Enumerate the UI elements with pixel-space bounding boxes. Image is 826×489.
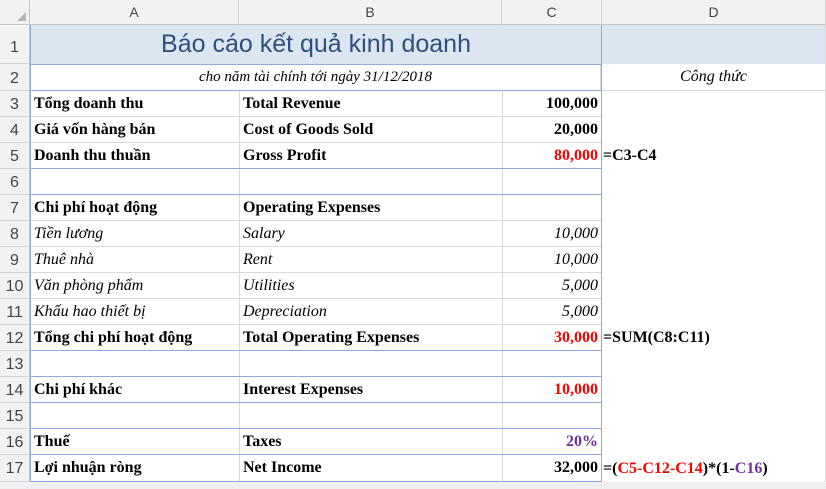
cell-c11[interactable]: 5,000 xyxy=(503,299,602,325)
table-border-row xyxy=(30,90,602,91)
table-border-row xyxy=(30,402,602,403)
formula-part: )*(1- xyxy=(702,459,735,477)
formula-part: ) xyxy=(762,459,768,477)
cell-b14[interactable]: Interest Expenses xyxy=(240,377,503,403)
cell-a6[interactable] xyxy=(31,169,240,195)
row-header-6[interactable]: 6 xyxy=(0,169,30,195)
row-header-17[interactable]: 17 xyxy=(0,455,30,482)
cell-b10[interactable]: Utilities xyxy=(240,273,503,299)
horizontal-scrollbar[interactable] xyxy=(0,482,826,489)
table-border-row xyxy=(30,194,602,195)
cell-a17[interactable]: Lợi nhuận ròng xyxy=(31,455,240,482)
cell-c16[interactable]: 20% xyxy=(503,429,602,455)
row-header-13[interactable]: 13 xyxy=(0,351,30,377)
formula-d12[interactable]: =SUM(C8:C11) xyxy=(603,329,710,346)
cell-b4[interactable]: Cost of Goods Sold xyxy=(240,117,503,143)
cell-c9[interactable]: 10,000 xyxy=(503,247,602,273)
cell-b16[interactable]: Taxes xyxy=(240,429,503,455)
row-header-14[interactable]: 14 xyxy=(0,377,30,403)
cell-c13[interactable] xyxy=(503,351,602,377)
table-border-left xyxy=(30,25,31,482)
column-header-d[interactable]: D xyxy=(602,0,826,25)
column-header-b[interactable]: B xyxy=(239,0,502,25)
column-header-c[interactable]: C xyxy=(502,0,602,25)
formula-d5[interactable]: =C3-C4 xyxy=(603,147,657,164)
row-header-8[interactable]: 8 xyxy=(0,221,30,247)
row-header-7[interactable]: 7 xyxy=(0,195,30,221)
table-border-row xyxy=(30,64,602,65)
row-header-1[interactable]: 1 xyxy=(0,25,30,64)
table-border-row xyxy=(30,168,602,169)
cell-a14[interactable]: Chi phí khác xyxy=(31,377,240,403)
table-border-row xyxy=(30,376,602,377)
cell-c17[interactable]: 32,000 xyxy=(503,455,602,482)
table-border-bottom xyxy=(30,481,602,482)
cell-c5[interactable]: 80,000 xyxy=(503,143,602,169)
cell-a11[interactable]: Khấu hao thiết bị xyxy=(31,299,240,325)
cell-b6[interactable] xyxy=(240,169,503,195)
formula-header-cell[interactable]: Công thức xyxy=(602,64,826,91)
cell-b12[interactable]: Total Operating Expenses xyxy=(240,325,503,351)
formula-d17[interactable]: =(C5-C12-C14)*(1- C16) xyxy=(603,455,768,482)
formula-ref-purple: C16 xyxy=(734,459,763,477)
cell-b8[interactable]: Salary xyxy=(240,221,503,247)
table-border-right xyxy=(601,25,602,482)
table-border-row xyxy=(30,428,602,429)
cell-c7[interactable] xyxy=(503,195,602,221)
formula-part: =( xyxy=(603,459,618,477)
cell-b9[interactable]: Rent xyxy=(240,247,503,273)
cell-b17[interactable]: Net Income xyxy=(240,455,503,482)
cell-c10[interactable]: 5,000 xyxy=(503,273,602,299)
cell-a5[interactable]: Doanh thu thuần xyxy=(31,143,240,169)
cell-c3[interactable]: 100,000 xyxy=(503,91,602,117)
cell-b3[interactable]: Total Revenue xyxy=(240,91,503,117)
row-header-15[interactable]: 15 xyxy=(0,403,30,429)
cell-b15[interactable] xyxy=(240,403,503,429)
cell-a7[interactable]: Chi phí hoạt động xyxy=(31,195,240,221)
cell-b13[interactable] xyxy=(240,351,503,377)
formula-ref-red: C5-C12-C14 xyxy=(617,459,703,477)
row-header-16[interactable]: 16 xyxy=(0,429,30,455)
cell-c12[interactable]: 30,000 xyxy=(503,325,602,351)
row-header-4[interactable]: 4 xyxy=(0,117,30,143)
cell-c14[interactable]: 10,000 xyxy=(503,377,602,403)
cell-c8[interactable]: 10,000 xyxy=(503,221,602,247)
cell-c6[interactable] xyxy=(503,169,602,195)
row-header-11[interactable]: 11 xyxy=(0,299,30,325)
cell-b5[interactable]: Gross Profit xyxy=(240,143,503,169)
cell-a13[interactable] xyxy=(31,351,240,377)
cell-a15[interactable] xyxy=(31,403,240,429)
subtitle-cell[interactable]: cho năm tài chính tới ngày 31/12/2018 xyxy=(31,64,601,91)
table-border-row xyxy=(30,454,602,455)
cell-a9[interactable]: Thuê nhà xyxy=(31,247,240,273)
title-band xyxy=(31,25,826,64)
row-header-3[interactable]: 3 xyxy=(0,91,30,117)
cell-a4[interactable]: Giá vốn hàng bán xyxy=(31,117,240,143)
cell-a16[interactable]: Thuế xyxy=(31,429,240,455)
cell-c15[interactable] xyxy=(503,403,602,429)
row-header-10[interactable]: 10 xyxy=(0,273,30,299)
row-header-12[interactable]: 12 xyxy=(0,325,30,351)
cell-a8[interactable]: Tiền lương xyxy=(31,221,240,247)
cell-c4[interactable]: 20,000 xyxy=(503,117,602,143)
cell-b7[interactable]: Operating Expenses xyxy=(240,195,503,221)
cell-a3[interactable]: Tổng doanh thu xyxy=(31,91,240,117)
report-title[interactable]: Báo cáo kết quả kinh doanh xyxy=(161,30,471,58)
cell-a10[interactable]: Văn phòng phẩm xyxy=(31,273,240,299)
select-all-corner[interactable] xyxy=(0,0,30,25)
cell-a12[interactable]: Tổng chi phí hoạt động xyxy=(31,325,240,351)
cell-b11[interactable]: Depreciation xyxy=(240,299,503,325)
row-header-2[interactable]: 2 xyxy=(0,64,30,91)
column-header-a[interactable]: A xyxy=(30,0,239,25)
row-header-9[interactable]: 9 xyxy=(0,247,30,273)
table-border-row xyxy=(30,350,602,351)
row-header-5[interactable]: 5 xyxy=(0,143,30,169)
